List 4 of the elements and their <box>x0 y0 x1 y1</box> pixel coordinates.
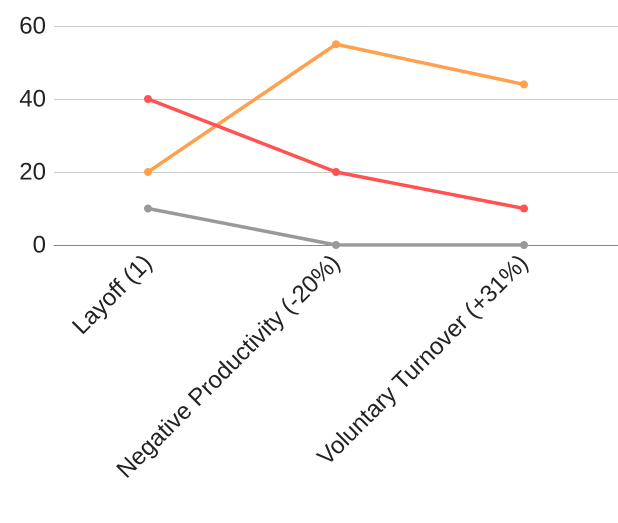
y-tick-label: 20 <box>19 158 46 186</box>
y-tick-label: 40 <box>19 86 46 112</box>
y-tick-label: 0 <box>32 232 46 258</box>
y-tick-label: 60 <box>19 12 46 40</box>
